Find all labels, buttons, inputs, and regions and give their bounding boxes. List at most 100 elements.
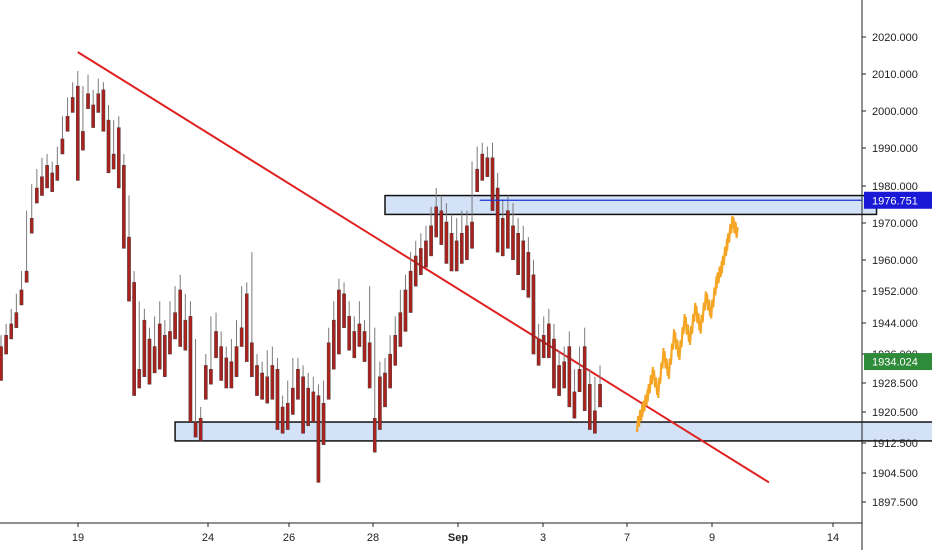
candle: [547, 308, 551, 359]
candle-body: [311, 391, 316, 423]
candle: [434, 187, 439, 238]
candle: [598, 365, 602, 408]
projection-segment: [641, 389, 649, 417]
candle: [214, 312, 218, 359]
candle-body: [55, 165, 60, 181]
candle-body: [137, 368, 142, 389]
candle-body: [536, 338, 541, 366]
x-tick-label: 9: [709, 532, 715, 544]
candle: [557, 350, 561, 396]
y-axis-ticks: 2020.000 2010.000 2000.000 1990.000 1980.000…: [862, 32, 918, 509]
candle: [398, 289, 403, 347]
candle: [183, 293, 188, 351]
candle-body: [475, 168, 479, 192]
support-zone: [174, 421, 932, 442]
candle-body: [378, 376, 382, 430]
candle-body: [234, 346, 239, 377]
candle-body: [480, 153, 485, 181]
candle: [173, 286, 177, 340]
candle-body: [562, 361, 566, 389]
candle: [50, 161, 54, 192]
candle: [470, 161, 474, 249]
candle-body: [142, 319, 147, 377]
candle: [178, 274, 183, 347]
candle: [367, 286, 372, 389]
candle-body: [250, 342, 254, 377]
candle: [14, 293, 19, 328]
candle-body: [173, 312, 177, 340]
candle: [229, 338, 234, 389]
candle: [0, 335, 3, 381]
candle: [321, 380, 326, 445]
candle: [132, 271, 136, 396]
x-tick-label: Sep: [448, 532, 468, 544]
candle: [521, 225, 526, 291]
candle: [152, 316, 157, 374]
candle: [168, 301, 172, 355]
candle: [147, 327, 152, 385]
projection-segment: [694, 305, 702, 331]
candle-body: [316, 395, 321, 483]
candle-body: [244, 293, 249, 362]
candle-body: [511, 225, 515, 260]
candle-body: [214, 331, 218, 359]
candle: [265, 350, 270, 404]
candle-body: [367, 342, 372, 389]
candle: [562, 346, 566, 389]
candle-body: [203, 365, 208, 400]
candle-body: [541, 335, 546, 359]
y-tick-label: 2020.000: [872, 32, 918, 44]
candle-body: [408, 270, 413, 313]
candle-body: [444, 221, 449, 264]
projection-segment: [699, 291, 707, 334]
candle-body: [593, 410, 597, 434]
candle: [244, 282, 249, 362]
candle: [347, 301, 351, 351]
projection-segment: [731, 217, 739, 239]
candle-body: [383, 372, 387, 408]
candle: [116, 116, 121, 189]
candle: [40, 157, 44, 196]
candle: [454, 218, 459, 272]
trend-layer: [77, 51, 770, 484]
candle-body: [567, 346, 572, 408]
candle-body: [14, 312, 19, 328]
candle: [516, 218, 520, 276]
projection-segment: [683, 316, 692, 343]
candle-body: [0, 346, 3, 381]
candle-body: [506, 210, 510, 249]
candle: [260, 361, 264, 400]
candle-body: [393, 335, 398, 366]
projection-segment: [662, 350, 670, 377]
candle-body: [81, 131, 85, 151]
candle: [9, 308, 14, 340]
y-tick-label: 2010.000: [872, 69, 918, 81]
candle-body: [362, 331, 367, 362]
candle-body: [188, 316, 193, 423]
candle: [326, 327, 331, 400]
candle: [301, 365, 305, 434]
y-tick-label: 1944.000: [872, 318, 918, 330]
candle: [291, 357, 295, 415]
candle-body: [531, 274, 536, 355]
candle-body: [101, 89, 106, 132]
candle: [70, 82, 75, 113]
candle-body: [209, 368, 213, 385]
candle: [465, 210, 469, 260]
candle-body: [521, 240, 526, 291]
candle: [424, 225, 428, 268]
candle: [35, 169, 39, 204]
candle-body: [516, 233, 520, 276]
candle: [429, 206, 433, 257]
candle: [408, 252, 413, 313]
candle: [157, 301, 162, 370]
candle: [163, 320, 167, 377]
projection-segment: [667, 329, 676, 380]
badge-background: [864, 353, 932, 371]
candle-body: [342, 293, 346, 328]
candle: [316, 384, 321, 483]
candle-body: [147, 338, 152, 385]
candle: [45, 154, 49, 189]
candle: [577, 346, 582, 393]
